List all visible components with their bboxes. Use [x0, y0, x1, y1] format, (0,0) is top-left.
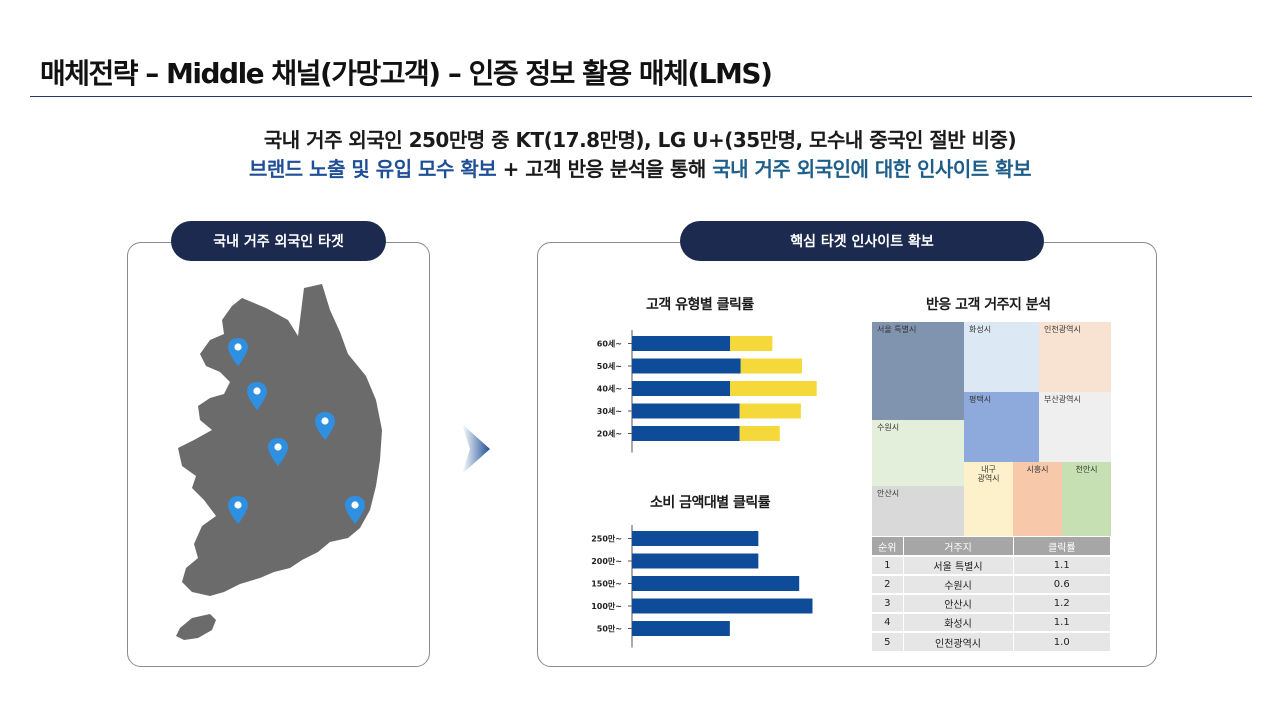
table-header: 순위: [872, 537, 904, 556]
table-header: 거주지: [903, 537, 1014, 556]
y-tick-label: 50세~: [597, 361, 622, 371]
location-pin-icon: [268, 438, 288, 466]
table-cell: 0.6: [1013, 574, 1110, 594]
table-cell: 1.2: [1013, 593, 1110, 613]
bar: [632, 336, 731, 351]
bar: [730, 336, 773, 351]
treemap-cell: 서울 특별시: [872, 322, 964, 420]
table-cell: 인천광역시: [903, 631, 1014, 651]
headline-connector: + 고객 반응 분석을 통해: [496, 157, 713, 181]
chevron-right-icon: [462, 424, 490, 474]
y-tick-label: 40세~: [597, 384, 622, 394]
table-cell: 1: [872, 555, 904, 575]
table-row: 5 인천광역시 1.0: [872, 631, 1110, 651]
residence-treemap: 서울 특별시 화성시 인천광역시 평택시 부산광역시 수원시 내구 광역시 시흥시 천안시 안산시: [872, 322, 1111, 536]
chart-title-spend-range: 소비 금액대별 클릭률: [650, 495, 771, 511]
bar: [632, 576, 800, 591]
bar: [739, 426, 780, 441]
table-cell: 1.1: [1013, 612, 1110, 632]
treemap-cell: 평택시: [964, 392, 1039, 462]
table-cell: 안산시: [903, 593, 1014, 613]
bar: [739, 403, 801, 419]
y-tick-label: 50만~: [597, 624, 622, 634]
bar: [632, 598, 813, 614]
bar: [730, 381, 817, 396]
treemap-cell: 시흥시: [1013, 462, 1062, 536]
treemap-cell: 천안시: [1062, 462, 1111, 536]
treemap-cell: 화성시: [964, 322, 1039, 392]
insight-panel-label: 핵심 타겟 인사이트 확보: [680, 221, 1044, 261]
spend-range-bar-chart: 250만~ 200만~ 150만~ 100만~ 50만~: [591, 525, 813, 648]
table-row: 1 서울 특별시 1.1: [872, 555, 1110, 575]
table-cell: 2: [872, 574, 904, 594]
residence-rank-table: 순위 거주지 클릭률 1 서울 특별시 1.1 2 수원시 0.6 3 안산시 …: [872, 537, 1110, 651]
location-pin-icon: [247, 382, 267, 410]
y-tick-label: 200만~: [591, 556, 622, 566]
target-panel-label: 국내 거주 외국인 타겟: [171, 221, 386, 261]
table-cell: 5: [872, 631, 904, 651]
table-cell: 1.1: [1013, 555, 1110, 575]
table-cell: 화성시: [903, 612, 1014, 632]
y-tick-label: 250만~: [591, 534, 622, 544]
page-title: 매체전략 – Middle 채널(가망고객) – 인증 정보 활용 매체(LMS…: [40, 57, 773, 90]
bar: [632, 403, 740, 419]
table-row: 2 수원시 0.6: [872, 574, 1110, 594]
treemap-cell: 수원시: [872, 420, 964, 486]
table-row: 4 화성시 1.1: [872, 612, 1110, 632]
bar: [632, 381, 731, 396]
bar: [632, 531, 759, 546]
bar: [740, 358, 802, 374]
chart-title-residence: 반응 고객 거주지 분석: [926, 297, 1051, 313]
customer-type-bar-chart: 60세~ 50세~ 40세~ 30세~ 20세~: [597, 330, 817, 453]
headline-line-2: 브랜드 노출 및 유입 모수 확보 + 고객 반응 분석을 통해 국내 거주 외…: [0, 153, 1280, 182]
y-tick-label: 60세~: [597, 339, 622, 349]
table-header-row: 순위 거주지 클릭률: [872, 537, 1110, 556]
table-row: 3 안산시 1.2: [872, 593, 1110, 613]
y-tick-label: 20세~: [597, 429, 622, 439]
table-cell: 1.0: [1013, 631, 1110, 651]
treemap-cell: 내구 광역시: [964, 462, 1013, 536]
table-cell: 4: [872, 612, 904, 632]
chart-title-customer-type: 고객 유형별 클릭률: [646, 297, 754, 313]
south-korea-map-icon: [176, 284, 382, 640]
headline-highlight-insight: 국내 거주 외국인에 대한 인사이트 확보: [712, 157, 1031, 181]
treemap-cell: 안산시: [872, 486, 964, 536]
headline-highlight-brand: 브랜드 노출 및 유입 모수 확보: [249, 157, 497, 181]
y-tick-label: 100만~: [591, 601, 622, 611]
table-header: 클릭률: [1013, 537, 1110, 556]
table-cell: 3: [872, 593, 904, 613]
bar: [632, 621, 730, 636]
treemap-cell: 인천광역시: [1039, 322, 1111, 392]
y-tick-label: 30세~: [597, 406, 622, 416]
table-cell: 수원시: [903, 574, 1014, 594]
headline-line-1: 국내 거주 외국인 250만명 중 KT(17.8만명), LG U+(35만명…: [263, 128, 1017, 152]
jeju-island: [176, 614, 216, 640]
table-cell: 서울 특별시: [903, 555, 1014, 575]
bar: [632, 358, 741, 374]
bar: [632, 553, 759, 569]
title-divider: [30, 96, 1252, 97]
location-pin-icon: [228, 338, 248, 366]
location-pin-icon: [228, 496, 248, 524]
location-pin-icon: [345, 496, 365, 524]
y-tick-label: 150만~: [591, 579, 622, 589]
bar: [632, 426, 740, 441]
treemap-cell: 부산광역시: [1039, 392, 1111, 462]
location-pin-icon: [315, 412, 335, 440]
